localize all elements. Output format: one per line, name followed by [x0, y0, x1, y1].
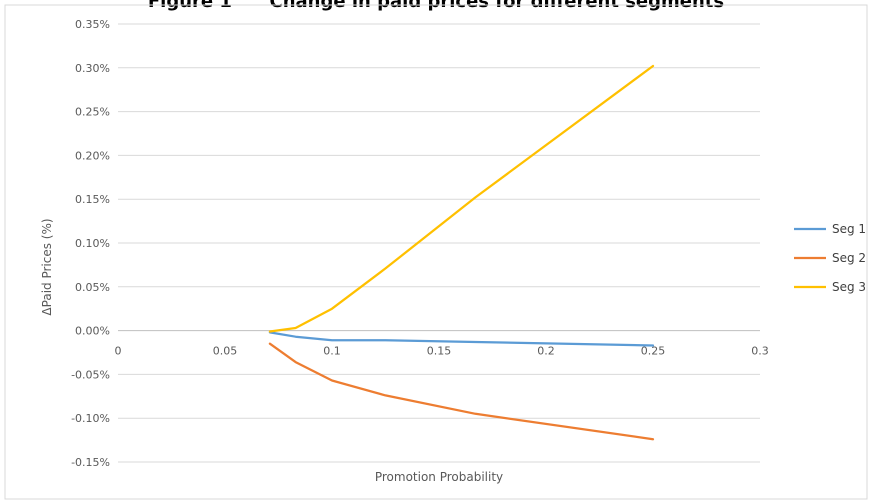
legend-label-3: Seg 3: [832, 280, 866, 294]
chart-border: [4, 4, 868, 500]
x-tick-label: 0: [115, 345, 122, 358]
legend-label-2: Seg 2: [832, 251, 866, 265]
y-tick-label: 0.00%: [75, 325, 110, 338]
chart-title: Figure 1 Change in paid prices for diffe…: [147, 0, 725, 12]
series-line-3: [268, 64, 655, 333]
gridlines: [118, 23, 760, 463]
x-axis-ticks: 0 0.05 0.1 0.15 0.2 0.25 0.3: [115, 345, 769, 358]
x-axis-title: Promotion Probability: [375, 470, 503, 484]
y-tick-label: -0.05%: [71, 368, 110, 381]
x-tick-label: 0.05: [213, 345, 238, 358]
y-tick-label: 0.10%: [75, 237, 110, 250]
y-tick-label: 0.05%: [75, 281, 110, 294]
x-tick-label: 0.15: [427, 345, 452, 358]
y-tick-label: 0.30%: [75, 62, 110, 75]
legend-label-1: Seg 1: [832, 222, 866, 236]
y-tick-label: 0.35%: [75, 18, 110, 31]
series-lines: [268, 64, 655, 441]
legend: Seg 1 Seg 2 Seg 3: [794, 222, 866, 294]
x-tick-label: 0.3: [751, 345, 769, 358]
y-tick-label: 0.25%: [75, 106, 110, 119]
series-line-1: [268, 331, 655, 347]
series-line-2: [268, 342, 655, 441]
y-axis-ticks: 0.35% 0.30% 0.25% 0.20% 0.15% 0.10% 0.05% 0.00%…: [71, 18, 110, 469]
y-axis-title: ΔPaid Prices (%): [40, 218, 54, 315]
x-tick-label: 0.2: [537, 345, 555, 358]
y-tick-label: 0.20%: [75, 149, 110, 162]
y-tick-label: 0.15%: [75, 193, 110, 206]
x-tick-label: 0.1: [323, 345, 341, 358]
x-tick-label: 0.25: [641, 345, 666, 358]
y-tick-label: -0.15%: [71, 456, 110, 469]
y-tick-label: -0.10%: [71, 412, 110, 425]
